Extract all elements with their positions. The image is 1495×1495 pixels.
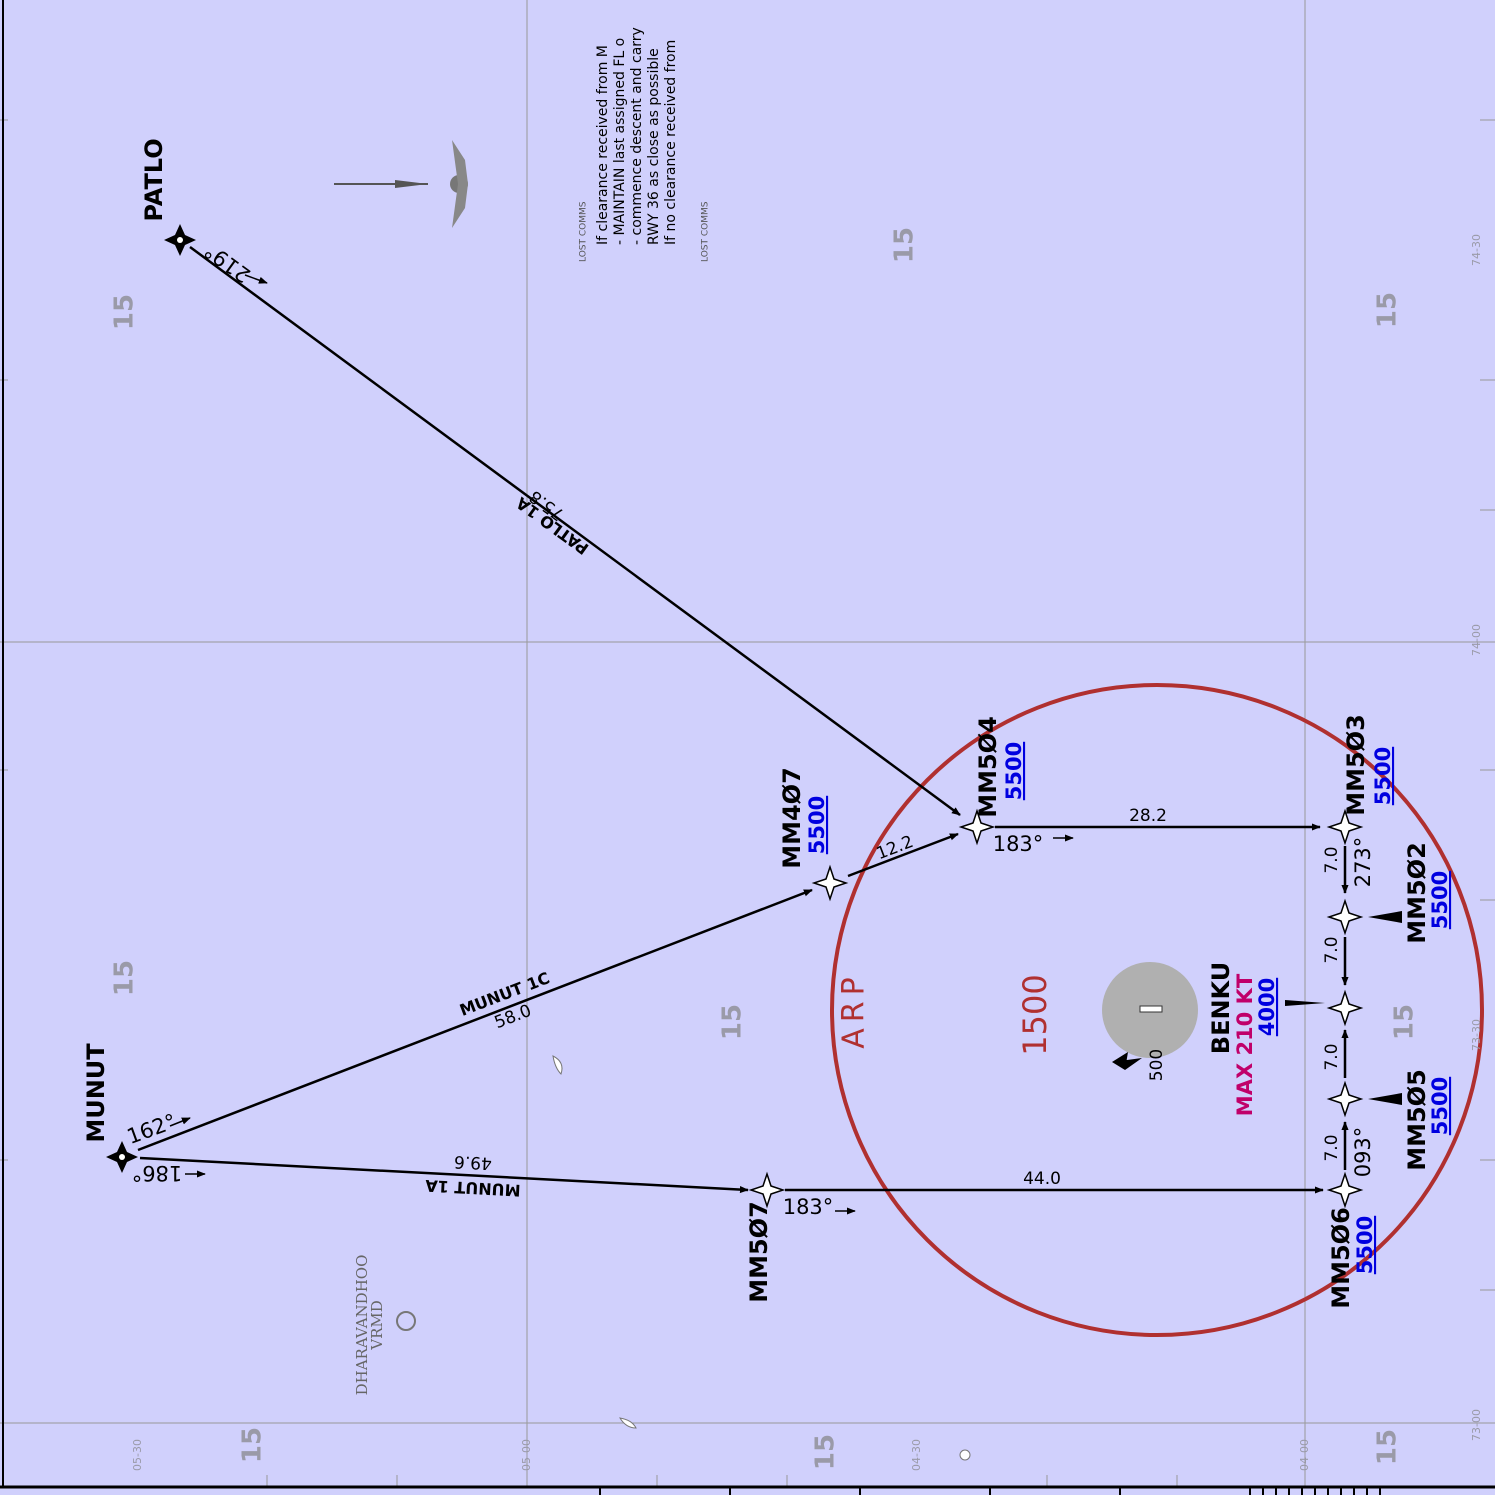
msa-label: 15 <box>1390 1004 1420 1040</box>
chart-label: 7.0 <box>1322 1043 1342 1070</box>
msa-label: 15 <box>1373 1429 1403 1465</box>
iaf-dot <box>119 1154 125 1160</box>
altitude: 5500 <box>1002 742 1026 800</box>
waypoint-name: PATLO <box>140 138 168 221</box>
waypoint-symbol <box>1326 1171 1364 1209</box>
aerodrome-symbol <box>396 1311 416 1331</box>
north-arrow <box>334 140 468 228</box>
chart-label: 183° <box>993 832 1044 856</box>
chart-label: 7.0 <box>1322 936 1342 963</box>
grid-label: 73-30 <box>1470 1019 1483 1051</box>
waypoint-name: MM4Ø7 <box>778 767 806 869</box>
waypoint-symbol <box>1326 1080 1364 1118</box>
waypoint-symbol <box>958 808 996 846</box>
chart-label: DHARAVANDHOO <box>353 1255 371 1396</box>
grid-label: 74-30 <box>1470 234 1483 266</box>
bearing-arrows <box>169 274 1074 1215</box>
altitude: 5500 <box>1428 1077 1452 1135</box>
chart-label: ARP <box>837 971 872 1048</box>
lost-comms-tag: LOST COMMS <box>579 201 589 262</box>
waypoint-name: MM5Ø7 <box>745 1201 773 1303</box>
chart-label: 28.2 <box>1129 806 1167 826</box>
chart-label: 273° <box>1351 837 1375 888</box>
waypoint-name: MUNUT <box>82 1043 110 1143</box>
chart-label: 093° <box>1351 1127 1375 1178</box>
waypoint-name: MM5Ø5 <box>1403 1069 1431 1171</box>
lost-comms-line: RWY 36 as close as possible <box>646 48 662 245</box>
msa-label: 15 <box>238 1427 268 1463</box>
grid-label: 04-00 <box>1298 1439 1311 1471</box>
msa-label: 15 <box>110 960 140 996</box>
altitude: 5500 <box>805 796 829 854</box>
grid-label: 05-30 <box>131 1439 144 1471</box>
chart-label: MAX 210 KT <box>1233 973 1257 1116</box>
chart-label: 500 <box>1147 1049 1167 1081</box>
lost-comms-line: If clearance received from M <box>595 45 611 245</box>
altitude: 5500 <box>1371 747 1395 805</box>
msa-label: 15 <box>890 227 920 263</box>
scale-ticks <box>599 1487 1381 1495</box>
arp-circle <box>830 683 1484 1337</box>
iaf-dot <box>177 237 183 243</box>
chart-label: VRMD <box>368 1300 386 1351</box>
chart-label: 1500 <box>1016 974 1054 1055</box>
msa-label: 15 <box>110 294 140 330</box>
lost-comms-line: If no clearance received from <box>663 40 679 245</box>
grid-label: 73-00 <box>1470 1409 1483 1441</box>
chart-label: 7.0 <box>1322 846 1342 873</box>
elevation-arrow <box>1112 1052 1142 1070</box>
waypoint-symbol <box>1326 898 1364 936</box>
msa-label: 15 <box>1373 292 1403 328</box>
holding-marks <box>1285 911 1402 1105</box>
grid-label: 74-00 <box>1470 624 1483 656</box>
routes <box>137 245 1349 1194</box>
altitude: 4000 <box>1255 978 1279 1036</box>
waypoint-name: MM5Ø2 <box>1403 842 1431 944</box>
lost-comms-line: - MAINTAIN last assigned FL o <box>612 38 628 245</box>
chart-label: 49.6 <box>454 1151 493 1173</box>
grid-label: 04-30 <box>910 1439 923 1471</box>
islands <box>552 1055 971 1461</box>
chart-label: 44.0 <box>1023 1169 1061 1189</box>
waypoint-name: MM5Ø3 <box>1342 714 1370 816</box>
altitude: 5500 <box>1428 871 1452 929</box>
grid-label: 05-00 <box>520 1439 533 1471</box>
lost-comms-line: - commence descent and carry <box>629 27 645 245</box>
chart-label: MUNUT 1A <box>424 1176 521 1200</box>
waypoint-name: MM5Ø4 <box>974 716 1002 818</box>
chart-label: 186° <box>132 1161 183 1185</box>
waypoint-symbol <box>1326 808 1364 846</box>
waypoint-name: BENKU <box>1207 962 1235 1054</box>
altitude: 5500 <box>1353 1216 1377 1274</box>
lost-comms-tag: LOST COMMS <box>701 201 711 262</box>
chart-label: 183° <box>783 1195 834 1219</box>
waypoint-symbol <box>811 864 849 902</box>
runway <box>1139 1005 1163 1013</box>
waypoint-symbol <box>1326 989 1364 1027</box>
msa-label: 15 <box>811 1434 841 1470</box>
waypoint-symbol <box>748 1171 786 1209</box>
chart-label: 7.0 <box>1322 1134 1342 1161</box>
waypoint-name: MM5Ø6 <box>1327 1207 1355 1309</box>
msa-label: 15 <box>718 1004 748 1040</box>
